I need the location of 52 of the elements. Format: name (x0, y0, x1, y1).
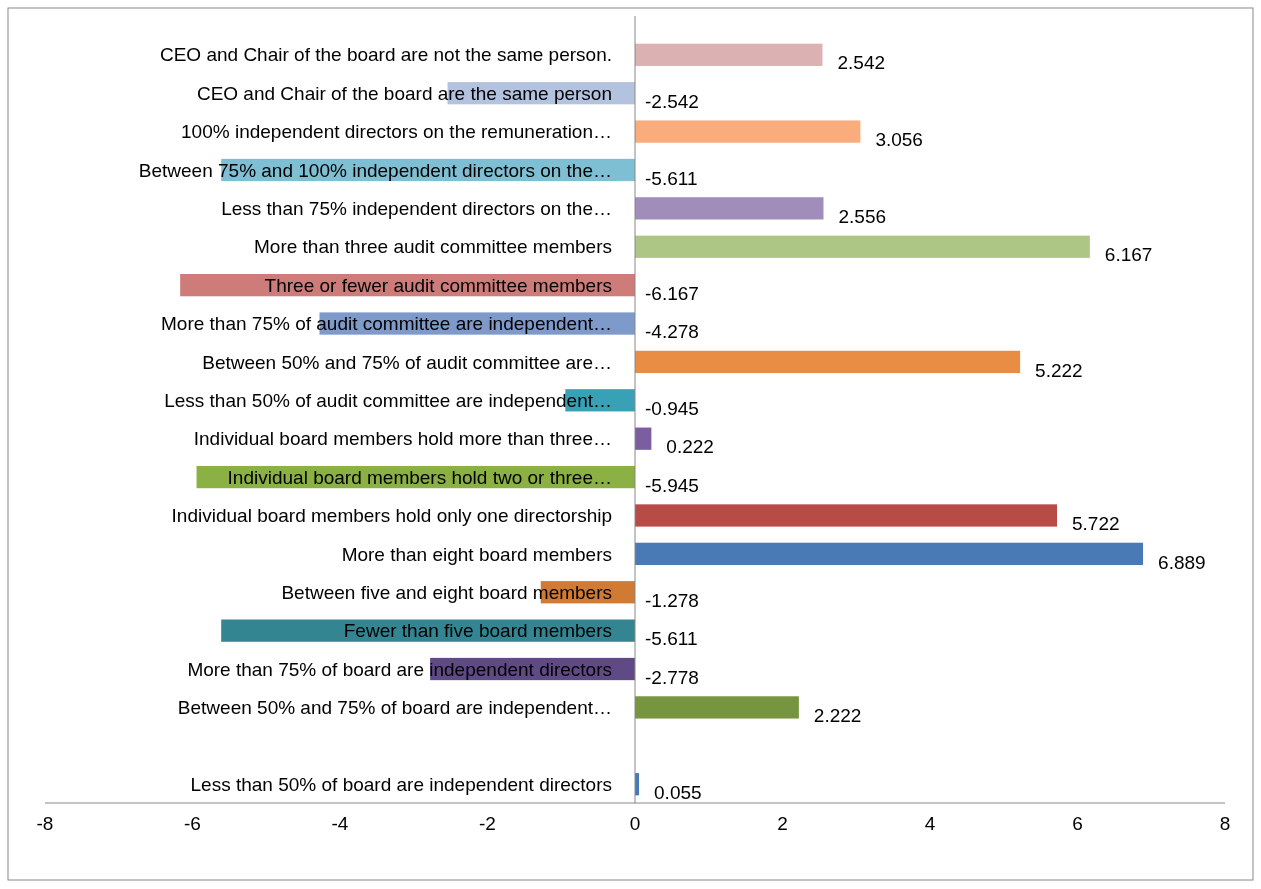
y-tick-label: Individual board members hold only one directorship (171, 505, 612, 527)
y-tick-label: Individual board members hold more than three… (193, 428, 612, 450)
y-tick-label: CEO and Chair of the board are not the same person. (159, 44, 612, 66)
bar (635, 427, 652, 450)
data-label: -1.278 (645, 589, 699, 611)
data-label: 2.542 (837, 52, 886, 74)
data-label: 0.222 (666, 436, 714, 458)
data-label: 2.222 (813, 705, 862, 727)
data-label: -5.611 (645, 628, 698, 650)
bar (635, 235, 1090, 258)
x-tick-label: -4 (331, 813, 349, 834)
data-label: 6.167 (1104, 244, 1153, 266)
data-label: -5.611 (645, 167, 698, 189)
data-label: 5.722 (1072, 513, 1120, 535)
data-label: -2.542 (645, 90, 699, 112)
data-label: -5.945 (645, 474, 699, 496)
bar (635, 120, 861, 143)
y-tick-label: Between 50% and 75% of audit committee are… (202, 351, 612, 373)
data-label: 2.556 (838, 206, 887, 228)
x-tick-label: -6 (184, 813, 201, 834)
x-tick-label: 4 (924, 813, 936, 834)
data-label: 5.222 (1035, 359, 1083, 381)
y-tick-label: CEO and Chair of the board are the same person (196, 82, 612, 104)
data-label: -4.278 (645, 321, 699, 343)
data-label: 6.889 (1158, 551, 1206, 573)
x-tick-label: 8 (1219, 813, 1231, 834)
bar (635, 696, 799, 719)
y-tick-label: Fewer than five board members (343, 620, 612, 642)
data-label: -6.167 (645, 282, 699, 304)
bar (635, 542, 1144, 565)
bar (635, 350, 1021, 374)
y-tick-label: Between 50% and 75% of board are independent… (177, 697, 612, 719)
y-tick-label: Less than 75% independent directors on the… (221, 198, 612, 220)
bar (635, 504, 1057, 527)
y-tick-label: 100% independent directors on the remuneration… (181, 121, 612, 143)
x-tick-label: 0 (629, 813, 641, 834)
data-label: -0.945 (645, 397, 699, 419)
bar (635, 197, 824, 220)
y-tick-label: More than 75% of board are independent directors (187, 658, 612, 680)
y-tick-label: Less than 50% of board are independent directors (190, 773, 612, 795)
x-tick-label: -8 (36, 813, 54, 834)
x-tick-label: -2 (479, 813, 496, 834)
data-label: -2.778 (645, 666, 699, 688)
data-label: 3.056 (875, 129, 923, 151)
x-tick-label: 2 (777, 813, 788, 834)
y-tick-label: More than eight board members (341, 543, 612, 565)
y-tick-label: Individual board members hold two or three… (227, 466, 612, 488)
x-tick-label: 6 (1072, 813, 1083, 834)
y-tick-label: More than three audit committee members (254, 236, 612, 258)
y-tick-label: Three or fewer audit committee members (264, 274, 612, 296)
bar (635, 43, 823, 66)
data-label: 0.055 (654, 781, 702, 803)
